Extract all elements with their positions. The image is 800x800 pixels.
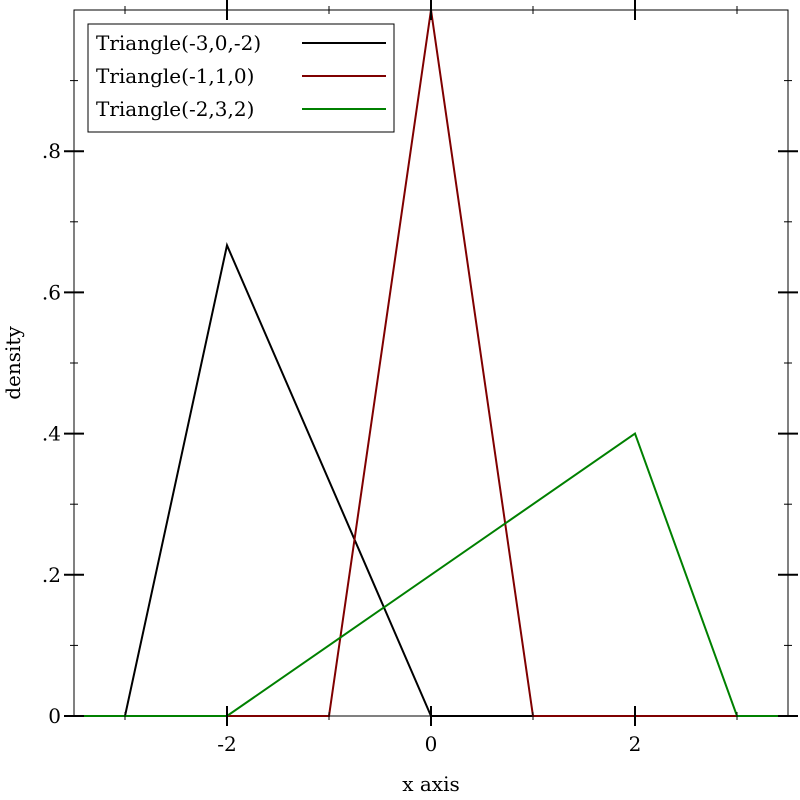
y-axis-label: density bbox=[1, 326, 25, 400]
x-tick-label: 0 bbox=[425, 732, 438, 756]
x-tick-label: -2 bbox=[217, 732, 236, 756]
y-tick-label: .8 bbox=[42, 139, 61, 163]
legend: Triangle(-3,0,-2) Triangle(-1,1,0) Triangl… bbox=[87, 23, 395, 133]
tick-layer bbox=[64, 0, 798, 726]
legend-label-3: Triangle(-2,3,2) bbox=[96, 97, 254, 121]
y-tick-label: .4 bbox=[42, 422, 61, 446]
y-tick-label: .6 bbox=[42, 280, 61, 304]
series-line-3 bbox=[74, 432, 788, 717]
y-tick-label: .2 bbox=[42, 563, 61, 587]
x-tick-label: 2 bbox=[629, 732, 642, 756]
legend-label-2: Triangle(-1,1,0) bbox=[96, 64, 254, 88]
series-line-1 bbox=[74, 242, 788, 717]
x-axis-label: x axis bbox=[402, 772, 460, 796]
y-tick-label: 0 bbox=[48, 704, 61, 728]
legend-label-1: Triangle(-3,0,-2) bbox=[96, 31, 261, 55]
tick-label-layer: -2 0 2 0 .2 .4 .6 .8 bbox=[42, 139, 641, 756]
